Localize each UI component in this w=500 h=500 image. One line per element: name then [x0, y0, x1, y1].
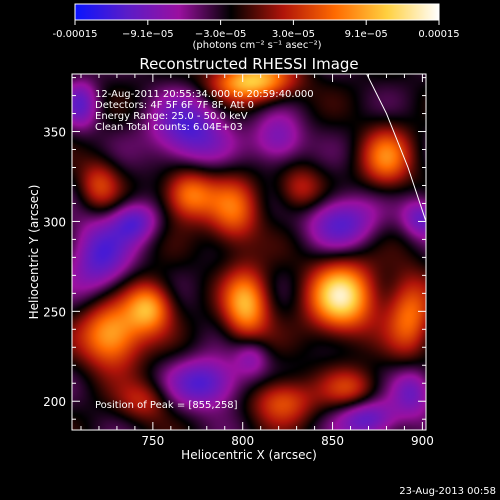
- plot-frame: [71, 73, 427, 431]
- annotation-line: Energy Range: 25.0 - 50.0 keV: [95, 111, 248, 122]
- annotation-line: Detectors: 4F 5F 6F 7F 8F, Att 0: [95, 100, 254, 111]
- y-tick-label: 350: [43, 126, 66, 140]
- peak-position-label: Position of Peak = [855,258]: [95, 400, 238, 411]
- colorbar-tick-label: 3.0e−05: [272, 29, 315, 40]
- colorbar-tick-label: 9.1e−05: [345, 29, 388, 40]
- colorbar-tick-labels: -0.00015 −9.1e−05 −3.0e−05 3.0e−05 9.1e−05 0.…: [53, 29, 460, 40]
- colorbar-tick-label: −9.1e−05: [122, 29, 174, 40]
- heatmap-image: [72, 74, 426, 430]
- y-tick-label: 300: [43, 215, 66, 229]
- x-tick-labels: 750 800 850 900: [141, 434, 433, 448]
- annotation-line: 12-Aug-2011 20:55:34.000 to 20:59:40.000: [95, 89, 314, 100]
- annotation-line: Clean Total counts: 6.04E+03: [95, 122, 243, 133]
- colorbar-ticks: [74, 20, 440, 25]
- x-axis-label: Heliocentric X (arcsec): [181, 448, 317, 462]
- render-timestamp: 23-Aug-2013 00:58: [399, 486, 496, 497]
- plot-area: 750 800 850 900 200 250 300 350 12-Aug-2011 20…: [43, 73, 434, 448]
- y-tick-label: 200: [43, 395, 66, 409]
- colorbar-tick-label: -0.00015: [53, 29, 98, 40]
- colorbar-gradient: [74, 3, 440, 21]
- colorbar: -0.00015 −9.1e−05 −3.0e−05 3.0e−05 9.1e−05 0.…: [53, 3, 460, 51]
- axis-ticks: [72, 74, 426, 430]
- x-tick-label: 900: [411, 434, 434, 448]
- y-tick-label: 250: [43, 305, 66, 319]
- y-axis-label: Heliocentric Y (arcsec): [27, 185, 41, 320]
- chart-title: Reconstructed RHESSI Image: [139, 55, 358, 73]
- colorbar-unit-label: (photons cm⁻² s⁻¹ asec⁻²): [192, 40, 321, 51]
- observation-annotations: 12-Aug-2011 20:55:34.000 to 20:59:40.000…: [95, 89, 314, 133]
- colorbar-tick-label: −3.0e−05: [195, 29, 247, 40]
- colorbar-tick-label: 0.00015: [418, 29, 459, 40]
- x-tick-label: 750: [141, 434, 164, 448]
- solar-limb-curve: [366, 74, 426, 222]
- x-tick-label: 850: [321, 434, 344, 448]
- x-tick-label: 800: [231, 434, 254, 448]
- y-tick-labels: 200 250 300 350: [43, 126, 66, 410]
